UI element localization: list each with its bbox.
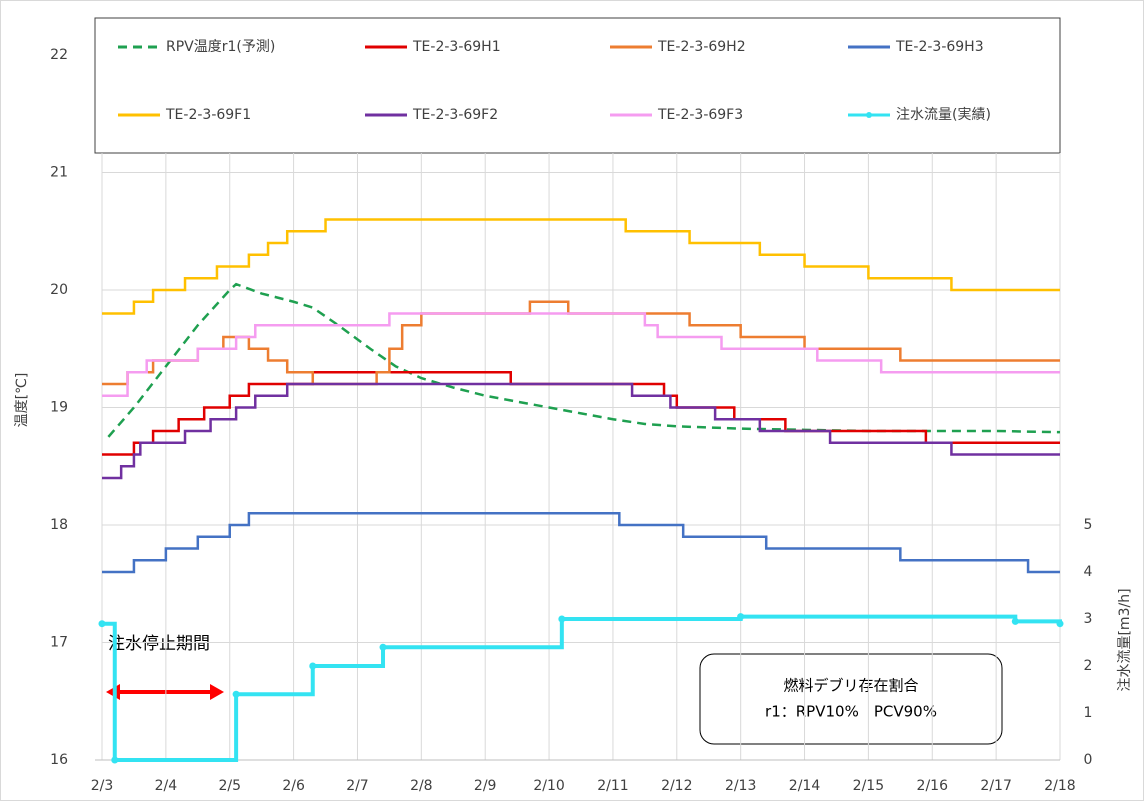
y2-tick-label: 1 [1084,705,1093,721]
marker [98,620,106,628]
y2-tick-label: 5 [1084,517,1093,533]
y-tick-label: 19 [50,400,68,416]
series-line [102,512,1060,574]
x-tick-label: 2/12 [661,778,692,794]
series-line [102,312,1060,397]
x-tick-label: 2/6 [282,778,305,794]
x-tick-label: 2/7 [346,778,369,794]
y2-tick-label: 0 [1084,752,1093,768]
y-tick-label: 21 [50,165,68,181]
x-tick-label: 2/14 [789,778,821,794]
note-text: 燃料デブリ存在割合 [783,677,918,695]
note-text: r1：RPV10% PCV90% [765,703,937,721]
x-tick-label: 2/11 [597,778,628,794]
marker [737,613,745,621]
y-tick-label: 18 [50,517,68,533]
x-tick-label: 2/16 [917,778,949,794]
legend-label: TE-2-3-69F2 [412,107,498,123]
marker [379,643,387,651]
marker [558,615,566,623]
x-tick-label: 2/3 [91,778,114,794]
x-tick-label: 2/9 [474,778,497,794]
arrow-head [210,684,224,700]
x-tick-label: 2/10 [533,778,564,794]
legend-label: TE-2-3-69H3 [895,39,984,55]
x-tick-label: 2/5 [218,778,241,794]
y-tick-label: 16 [50,752,68,768]
x-tick-label: 2/13 [725,778,756,794]
y-tick-label: 17 [50,635,68,651]
y2-tick-label: 3 [1084,611,1093,627]
x-tick-label: 2/15 [853,778,884,794]
y2-axis-label: 注水流量[m3/h] [1117,588,1133,691]
marker [309,662,317,670]
y-tick-label: 20 [50,282,68,298]
x-tick-label: 2/4 [155,778,178,794]
legend-label: TE-2-3-69H2 [657,39,746,55]
marker [111,756,119,764]
legend-label: TE-2-3-69F1 [165,107,251,123]
y-axis-label: 温度[℃] [14,373,30,428]
legend-box [94,17,1061,154]
y2-tick-label: 4 [1084,564,1093,580]
legend-label: TE-2-3-69F3 [657,107,743,123]
series-line [102,382,1060,480]
marker [1011,617,1019,625]
legend-label: RPV温度r1(予測) [166,39,275,55]
x-tick-label: 2/8 [410,778,433,794]
legend-label: 注水流量(実績) [896,107,991,123]
marker [1056,620,1064,628]
legend-label: TE-2-3-69H1 [412,39,501,55]
note-box [699,653,1003,745]
x-tick-label: 2/17 [980,778,1011,794]
marker [232,690,240,698]
series-line [102,218,1060,315]
legend-marker [866,112,872,118]
series-line [107,282,1061,438]
annotation: 注水停止期間 [108,634,210,654]
y2-tick-label: 2 [1084,658,1093,674]
x-tick-label: 2/18 [1044,778,1075,794]
y-tick-label: 22 [50,47,68,63]
